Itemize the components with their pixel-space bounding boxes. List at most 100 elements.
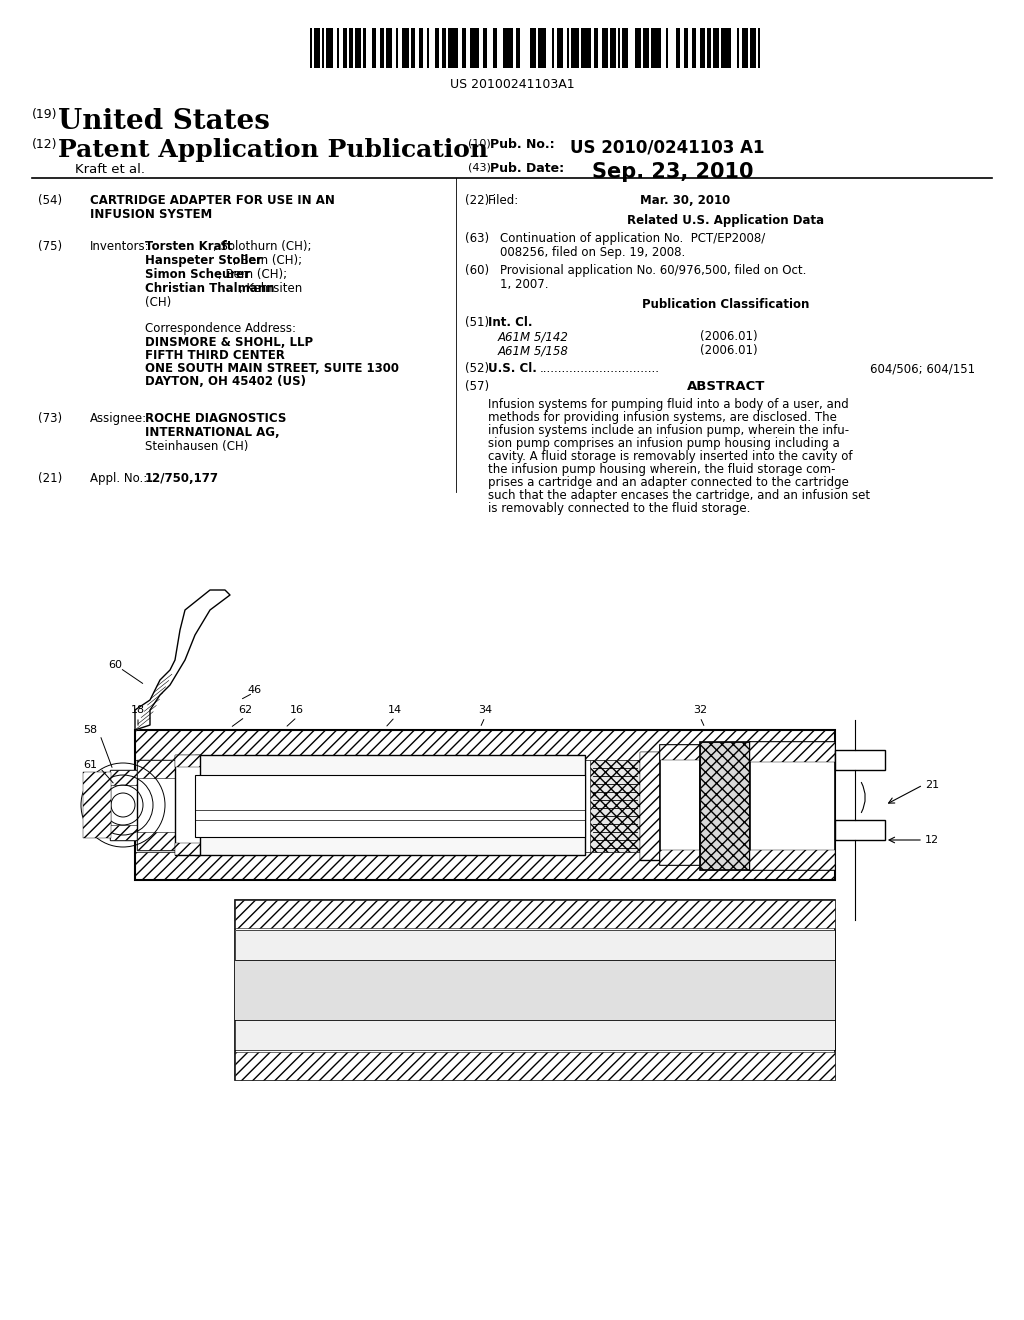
Bar: [678, 28, 680, 69]
Bar: [617, 28, 620, 69]
Text: cavity. A fluid storage is removably inserted into the cavity of: cavity. A fluid storage is removably ins…: [488, 450, 853, 463]
Bar: [503, 28, 509, 69]
Bar: [135, 730, 835, 760]
Text: , Kehrsiten: , Kehrsiten: [239, 282, 302, 294]
Bar: [314, 28, 315, 69]
Text: ROCHE DIAGNOSTICS: ROCHE DIAGNOSTICS: [145, 412, 287, 425]
Bar: [414, 28, 415, 69]
Text: 1, 2007.: 1, 2007.: [500, 279, 549, 290]
Bar: [571, 28, 574, 69]
Bar: [624, 28, 628, 69]
Text: (63): (63): [465, 232, 489, 246]
Bar: [330, 28, 334, 69]
Text: 18: 18: [131, 705, 145, 715]
Text: Christian Thalmann: Christian Thalmann: [145, 282, 274, 294]
Text: A61M 5/158: A61M 5/158: [498, 345, 569, 356]
Bar: [362, 28, 365, 69]
Bar: [234, 900, 835, 1080]
Bar: [195, 755, 585, 855]
Text: (73): (73): [38, 412, 62, 425]
Bar: [442, 28, 446, 69]
Bar: [700, 742, 750, 870]
Text: 14: 14: [388, 705, 402, 715]
Bar: [640, 752, 660, 861]
Text: ................................: ................................: [540, 362, 660, 375]
Text: is removably connected to the fluid storage.: is removably connected to the fluid stor…: [488, 502, 751, 515]
Text: (CH): (CH): [145, 296, 171, 309]
Text: (21): (21): [38, 473, 62, 484]
Text: United States: United States: [58, 108, 270, 135]
Bar: [651, 28, 654, 69]
Bar: [751, 28, 756, 69]
Bar: [175, 755, 200, 855]
Bar: [234, 1052, 835, 1080]
Text: Provisional application No. 60/976,500, filed on Oct.: Provisional application No. 60/976,500, …: [500, 264, 806, 277]
Bar: [310, 28, 312, 69]
Bar: [427, 28, 429, 69]
Bar: [395, 28, 397, 69]
Bar: [654, 28, 660, 69]
Bar: [337, 28, 339, 69]
Text: 21: 21: [925, 780, 939, 789]
Bar: [676, 28, 678, 69]
Bar: [684, 28, 688, 69]
Text: Infusion systems for pumping fluid into a body of a user, and: Infusion systems for pumping fluid into …: [488, 399, 849, 411]
Bar: [544, 28, 546, 69]
Bar: [380, 28, 382, 69]
Bar: [750, 742, 835, 762]
Bar: [708, 28, 710, 69]
Text: (12): (12): [32, 139, 57, 150]
Bar: [175, 843, 200, 855]
Bar: [345, 28, 347, 69]
Bar: [538, 28, 544, 69]
Text: prises a cartridge and an adapter connected to the cartridge: prises a cartridge and an adapter connec…: [488, 477, 849, 488]
Text: INTERNATIONAL AG,: INTERNATIONAL AG,: [145, 426, 280, 440]
Text: INFUSION SYSTEM: INFUSION SYSTEM: [90, 209, 212, 220]
Bar: [721, 28, 725, 69]
Bar: [175, 755, 200, 767]
Text: Related U.S. Application Data: Related U.S. Application Data: [628, 214, 824, 227]
Bar: [494, 28, 497, 69]
Text: Steinhausen (CH): Steinhausen (CH): [145, 440, 249, 453]
Bar: [234, 931, 835, 1049]
Text: Mar. 30, 2010: Mar. 30, 2010: [640, 194, 730, 207]
Bar: [373, 28, 376, 69]
Bar: [552, 28, 554, 69]
Bar: [742, 28, 744, 69]
Text: (2006.01): (2006.01): [700, 330, 758, 343]
Bar: [470, 28, 474, 69]
Bar: [667, 28, 669, 69]
Text: 604/506; 604/151: 604/506; 604/151: [870, 362, 975, 375]
Text: (10): (10): [468, 139, 490, 148]
Bar: [436, 28, 438, 69]
Bar: [386, 28, 392, 69]
Text: Simon Scheurer: Simon Scheurer: [145, 268, 250, 281]
Bar: [725, 28, 731, 69]
Bar: [643, 28, 649, 69]
Bar: [635, 28, 641, 69]
Bar: [509, 28, 513, 69]
Text: 34: 34: [478, 705, 493, 715]
Bar: [483, 28, 487, 69]
Bar: [365, 28, 367, 69]
Text: (52): (52): [465, 362, 489, 375]
Text: 32: 32: [693, 705, 707, 715]
Text: Pub. No.:: Pub. No.:: [490, 139, 555, 150]
Bar: [590, 760, 640, 851]
Polygon shape: [135, 590, 230, 730]
Bar: [602, 28, 604, 69]
Bar: [699, 28, 701, 69]
Bar: [744, 28, 749, 69]
Bar: [449, 28, 453, 69]
Bar: [530, 28, 532, 69]
Text: Inventors:: Inventors:: [90, 240, 150, 253]
Text: , Bern (CH);: , Bern (CH);: [233, 253, 302, 267]
Bar: [326, 28, 330, 69]
Text: 12/750,177: 12/750,177: [145, 473, 219, 484]
Text: 60: 60: [108, 660, 122, 671]
Text: , Bern (CH);: , Bern (CH);: [218, 268, 287, 281]
Text: Hanspeter Stoller: Hanspeter Stoller: [145, 253, 262, 267]
Bar: [322, 28, 324, 69]
Text: 62: 62: [238, 705, 252, 715]
Bar: [474, 28, 479, 69]
